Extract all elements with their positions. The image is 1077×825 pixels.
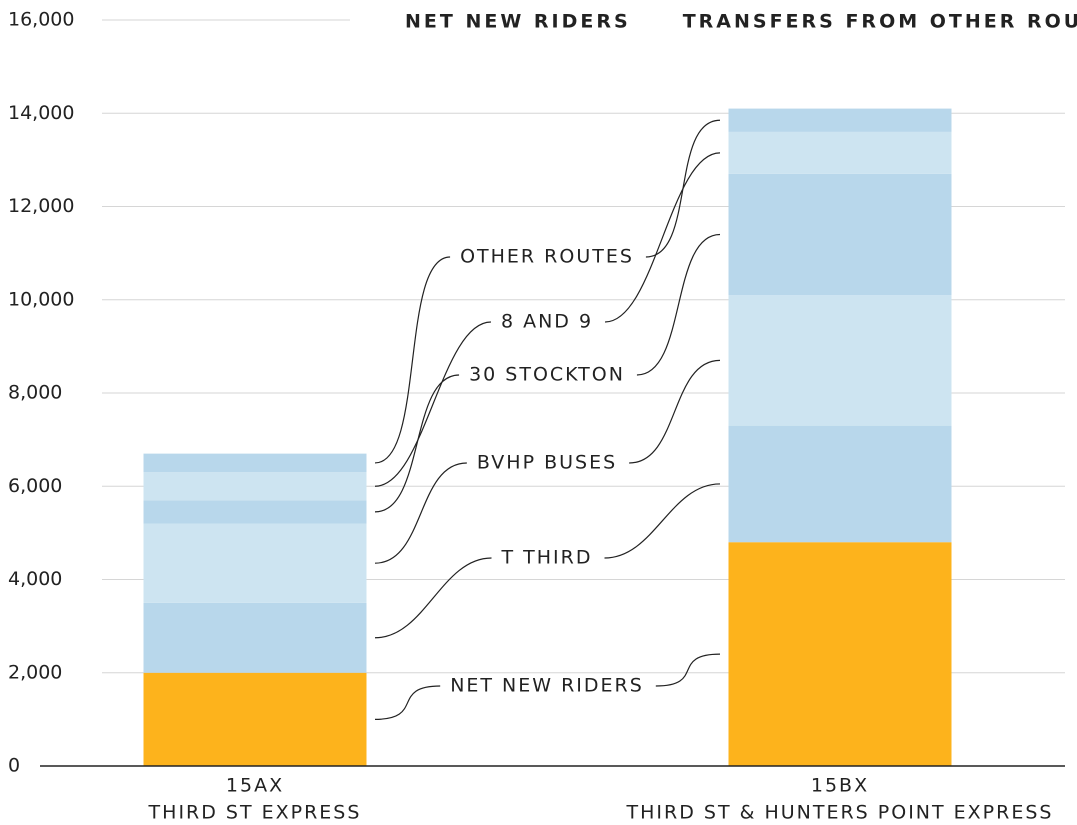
- connector: [636, 233, 721, 376]
- y-tick-label: 6,000: [8, 475, 62, 497]
- bar-segment: [143, 602, 367, 673]
- y-tick-label: 2,000: [8, 661, 62, 683]
- x-tick-sublabel: THIRD ST & HUNTERS POINT EXPRESS: [626, 802, 1054, 824]
- legend-entry: TRANSFERS FROM OTHER ROUTES: [683, 11, 1077, 33]
- y-tick-label: 16,000: [8, 9, 74, 31]
- y-tick-label: 12,000: [8, 195, 74, 217]
- connector: [374, 462, 467, 564]
- connector: [604, 483, 721, 559]
- bar-segment: [728, 425, 952, 543]
- connector: [645, 119, 721, 258]
- y-tick-label: 14,000: [8, 102, 74, 124]
- bar-segment: [143, 453, 367, 473]
- connector: [655, 653, 721, 687]
- series-label: OTHER ROUTES: [460, 246, 634, 268]
- connector: [605, 152, 721, 323]
- connector: [629, 359, 721, 464]
- y-tick-label: 10,000: [8, 288, 74, 310]
- bar-segment: [143, 523, 367, 603]
- bar-segment: [728, 131, 952, 174]
- bar-segment: [143, 500, 367, 524]
- series-label: NET NEW RIDERS: [450, 675, 644, 697]
- series-label: 8 AND 9: [501, 311, 593, 333]
- series-label: 30 STOCKTON: [469, 364, 625, 386]
- x-tick-label: 15BX: [811, 775, 869, 797]
- bar-segment: [143, 472, 367, 501]
- connector: [374, 321, 491, 487]
- bar-segment: [143, 672, 367, 766]
- bar-segment: [728, 295, 952, 426]
- legend-entry: NET NEW RIDERS: [405, 11, 631, 33]
- y-tick-label: 0: [8, 755, 20, 777]
- x-tick-sublabel: THIRD ST EXPRESS: [148, 802, 362, 824]
- bar-segment: [728, 542, 952, 766]
- bar-segment: [728, 108, 952, 132]
- connector: [374, 557, 492, 639]
- connector: [374, 685, 441, 720]
- series-label: BVHP BUSES: [477, 452, 617, 474]
- series-label: T THIRD: [501, 547, 593, 569]
- connector: [374, 256, 451, 464]
- bar-segment: [728, 173, 952, 296]
- x-tick-label: 15AX: [226, 775, 284, 797]
- y-tick-label: 4,000: [8, 568, 62, 590]
- connector: [374, 374, 460, 513]
- y-tick-label: 8,000: [8, 382, 62, 404]
